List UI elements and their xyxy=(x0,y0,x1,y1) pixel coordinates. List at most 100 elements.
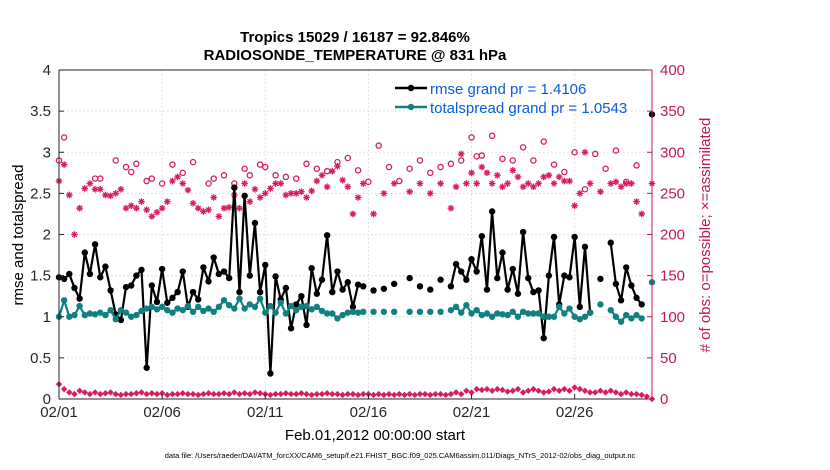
obs-asterisk-stroke xyxy=(76,205,83,211)
obs-asterisk-stroke xyxy=(283,192,289,198)
obs-asterisk-stroke xyxy=(81,185,88,192)
obs-asterisk-stroke xyxy=(190,200,196,207)
obs-small-count-point xyxy=(581,387,589,394)
obs-small-count-point xyxy=(411,391,418,399)
grid-lines xyxy=(59,70,652,399)
rmse-point xyxy=(148,282,156,289)
rmse-point xyxy=(638,301,645,308)
obs-small-count-point xyxy=(607,387,614,394)
rmse-point xyxy=(334,268,341,275)
obs-assimilated-point xyxy=(122,204,130,212)
rmse-point xyxy=(81,249,88,256)
obs-possible-point xyxy=(256,161,264,168)
rmse-point xyxy=(220,268,228,275)
obs-asterisk-stroke xyxy=(473,180,480,187)
obs-assimilated-point xyxy=(437,180,444,187)
totalspread-point xyxy=(66,313,73,320)
obs-assimilated-point xyxy=(143,206,150,214)
obs-assimilated-point xyxy=(514,173,522,181)
obs-asterisk-stroke xyxy=(370,211,377,217)
obs-small-count-point xyxy=(122,390,130,398)
obs-small-count-point xyxy=(566,387,573,394)
obs-small-count-point xyxy=(298,390,305,397)
rmse-point xyxy=(607,239,614,246)
rmse-point xyxy=(509,265,516,273)
obs-small-count-point xyxy=(427,391,434,399)
rmse-point xyxy=(323,232,331,239)
totalspread-point xyxy=(86,310,94,317)
obs-small-count-point xyxy=(334,390,341,398)
rmse-point xyxy=(138,266,145,274)
obs-assimilated-point xyxy=(354,194,362,201)
obs-small-count-point xyxy=(483,385,491,393)
totalspread-point xyxy=(313,303,321,311)
obs-asterisk-stroke xyxy=(262,190,269,197)
obs-small-count-point xyxy=(432,390,439,398)
obs-asterisk-stroke xyxy=(288,190,294,197)
obs-small-count-point xyxy=(133,390,140,397)
totalspread-point xyxy=(169,309,176,316)
obs-small-count-point xyxy=(102,390,109,397)
rmse-point xyxy=(282,284,290,292)
obs-asterisk-stroke xyxy=(587,180,593,187)
totalspread-point xyxy=(586,309,594,316)
obs-assimilated-point xyxy=(184,186,192,194)
obs-assimilated-point xyxy=(158,204,166,212)
obs-asterisk-stroke xyxy=(437,180,444,187)
rmse-point xyxy=(494,274,501,282)
totalspread-point xyxy=(633,311,640,319)
obs-possible-point xyxy=(571,148,578,156)
obs-small-count-point xyxy=(385,390,393,398)
obs-small-count-point xyxy=(478,386,486,394)
rmse-point xyxy=(561,272,568,279)
obs-assimilated-point xyxy=(488,180,496,187)
rmse-point xyxy=(354,281,362,288)
obs-small-count-point xyxy=(437,390,444,398)
totalspread-point xyxy=(138,307,145,315)
rmse-point xyxy=(127,282,135,289)
obs-assimilated-point xyxy=(313,177,321,185)
obs-assimilated-point xyxy=(282,191,290,199)
obs-asterisk-stroke xyxy=(138,198,145,205)
obs-asterisk-stroke xyxy=(571,202,578,209)
obs-asterisk-stroke xyxy=(489,180,495,187)
totalspread-point xyxy=(184,302,192,310)
obs-possible-point xyxy=(499,155,506,163)
totalspread-point xyxy=(612,313,620,320)
obs-asterisk-stroke xyxy=(324,184,330,190)
y-tick-label-left: 0 xyxy=(43,391,51,408)
obs-asterisk-stroke xyxy=(102,192,109,198)
obs-asterisk-stroke xyxy=(308,188,315,194)
obs-assimilated-point xyxy=(494,171,501,179)
obs-asterisk-stroke xyxy=(597,188,604,195)
obs-assimilated-point xyxy=(138,198,145,205)
obs-assimilated-point xyxy=(571,202,578,210)
totalspread-point xyxy=(143,305,150,312)
obs-small-count-point xyxy=(189,390,197,398)
obs-asterisk-stroke xyxy=(628,180,635,187)
totalspread-point xyxy=(504,311,511,319)
obs-asterisk-stroke xyxy=(381,190,387,197)
obs-assimilated-point xyxy=(509,167,517,174)
obs-asterisk-stroke xyxy=(272,180,279,187)
totalspread-point xyxy=(102,311,109,319)
obs-assimilated-point xyxy=(241,180,248,187)
rmse-point xyxy=(241,192,248,200)
obs-possible-point xyxy=(592,150,599,158)
rmse-point xyxy=(308,265,315,272)
obs-small-count-point xyxy=(586,389,594,396)
totalspread-point xyxy=(463,302,470,309)
totalspread-point xyxy=(540,313,547,320)
obs-assimilated-point xyxy=(612,178,620,186)
obs-assimilated-point xyxy=(117,185,125,193)
totalspread-point xyxy=(303,302,310,310)
obs-assimilated-point xyxy=(457,150,465,158)
rmse-point xyxy=(437,276,444,283)
totalspread-point xyxy=(117,306,125,314)
obs-asterisk-stroke xyxy=(613,179,619,185)
obs-small-count-point xyxy=(514,385,522,393)
obs-possible-point xyxy=(344,154,352,162)
y-axis-left-label: rmse and totalspread xyxy=(10,165,27,306)
rmse-point xyxy=(262,261,269,269)
obs-small-count-point xyxy=(545,388,553,395)
